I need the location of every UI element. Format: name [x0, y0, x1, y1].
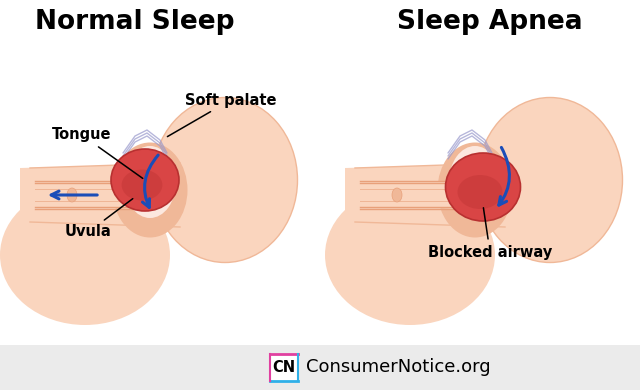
Ellipse shape: [325, 185, 495, 325]
Ellipse shape: [124, 146, 176, 218]
Ellipse shape: [438, 142, 513, 238]
Ellipse shape: [445, 153, 520, 221]
Polygon shape: [35, 181, 132, 209]
Ellipse shape: [455, 184, 465, 202]
Text: Soft palate: Soft palate: [168, 92, 276, 136]
Text: ConsumerNotice.org: ConsumerNotice.org: [306, 358, 491, 376]
Text: CN: CN: [273, 360, 296, 375]
Ellipse shape: [0, 185, 170, 325]
Ellipse shape: [152, 98, 298, 262]
Ellipse shape: [392, 188, 402, 202]
Text: Uvula: Uvula: [65, 199, 132, 239]
Text: Tongue: Tongue: [52, 128, 143, 178]
Ellipse shape: [477, 98, 623, 262]
Bar: [0, 345, 640, 390]
Text: Blocked airway: Blocked airway: [428, 208, 552, 259]
Bar: [270, 354, 298, 381]
Ellipse shape: [67, 188, 77, 202]
Ellipse shape: [122, 170, 163, 200]
Ellipse shape: [458, 175, 502, 209]
Text: Sleep Apnea: Sleep Apnea: [397, 9, 583, 35]
Ellipse shape: [113, 142, 188, 238]
Polygon shape: [20, 165, 130, 225]
Polygon shape: [345, 165, 455, 225]
Ellipse shape: [111, 149, 179, 211]
Polygon shape: [360, 181, 457, 209]
Ellipse shape: [130, 184, 140, 202]
Ellipse shape: [449, 146, 501, 218]
Text: Normal Sleep: Normal Sleep: [35, 9, 235, 35]
